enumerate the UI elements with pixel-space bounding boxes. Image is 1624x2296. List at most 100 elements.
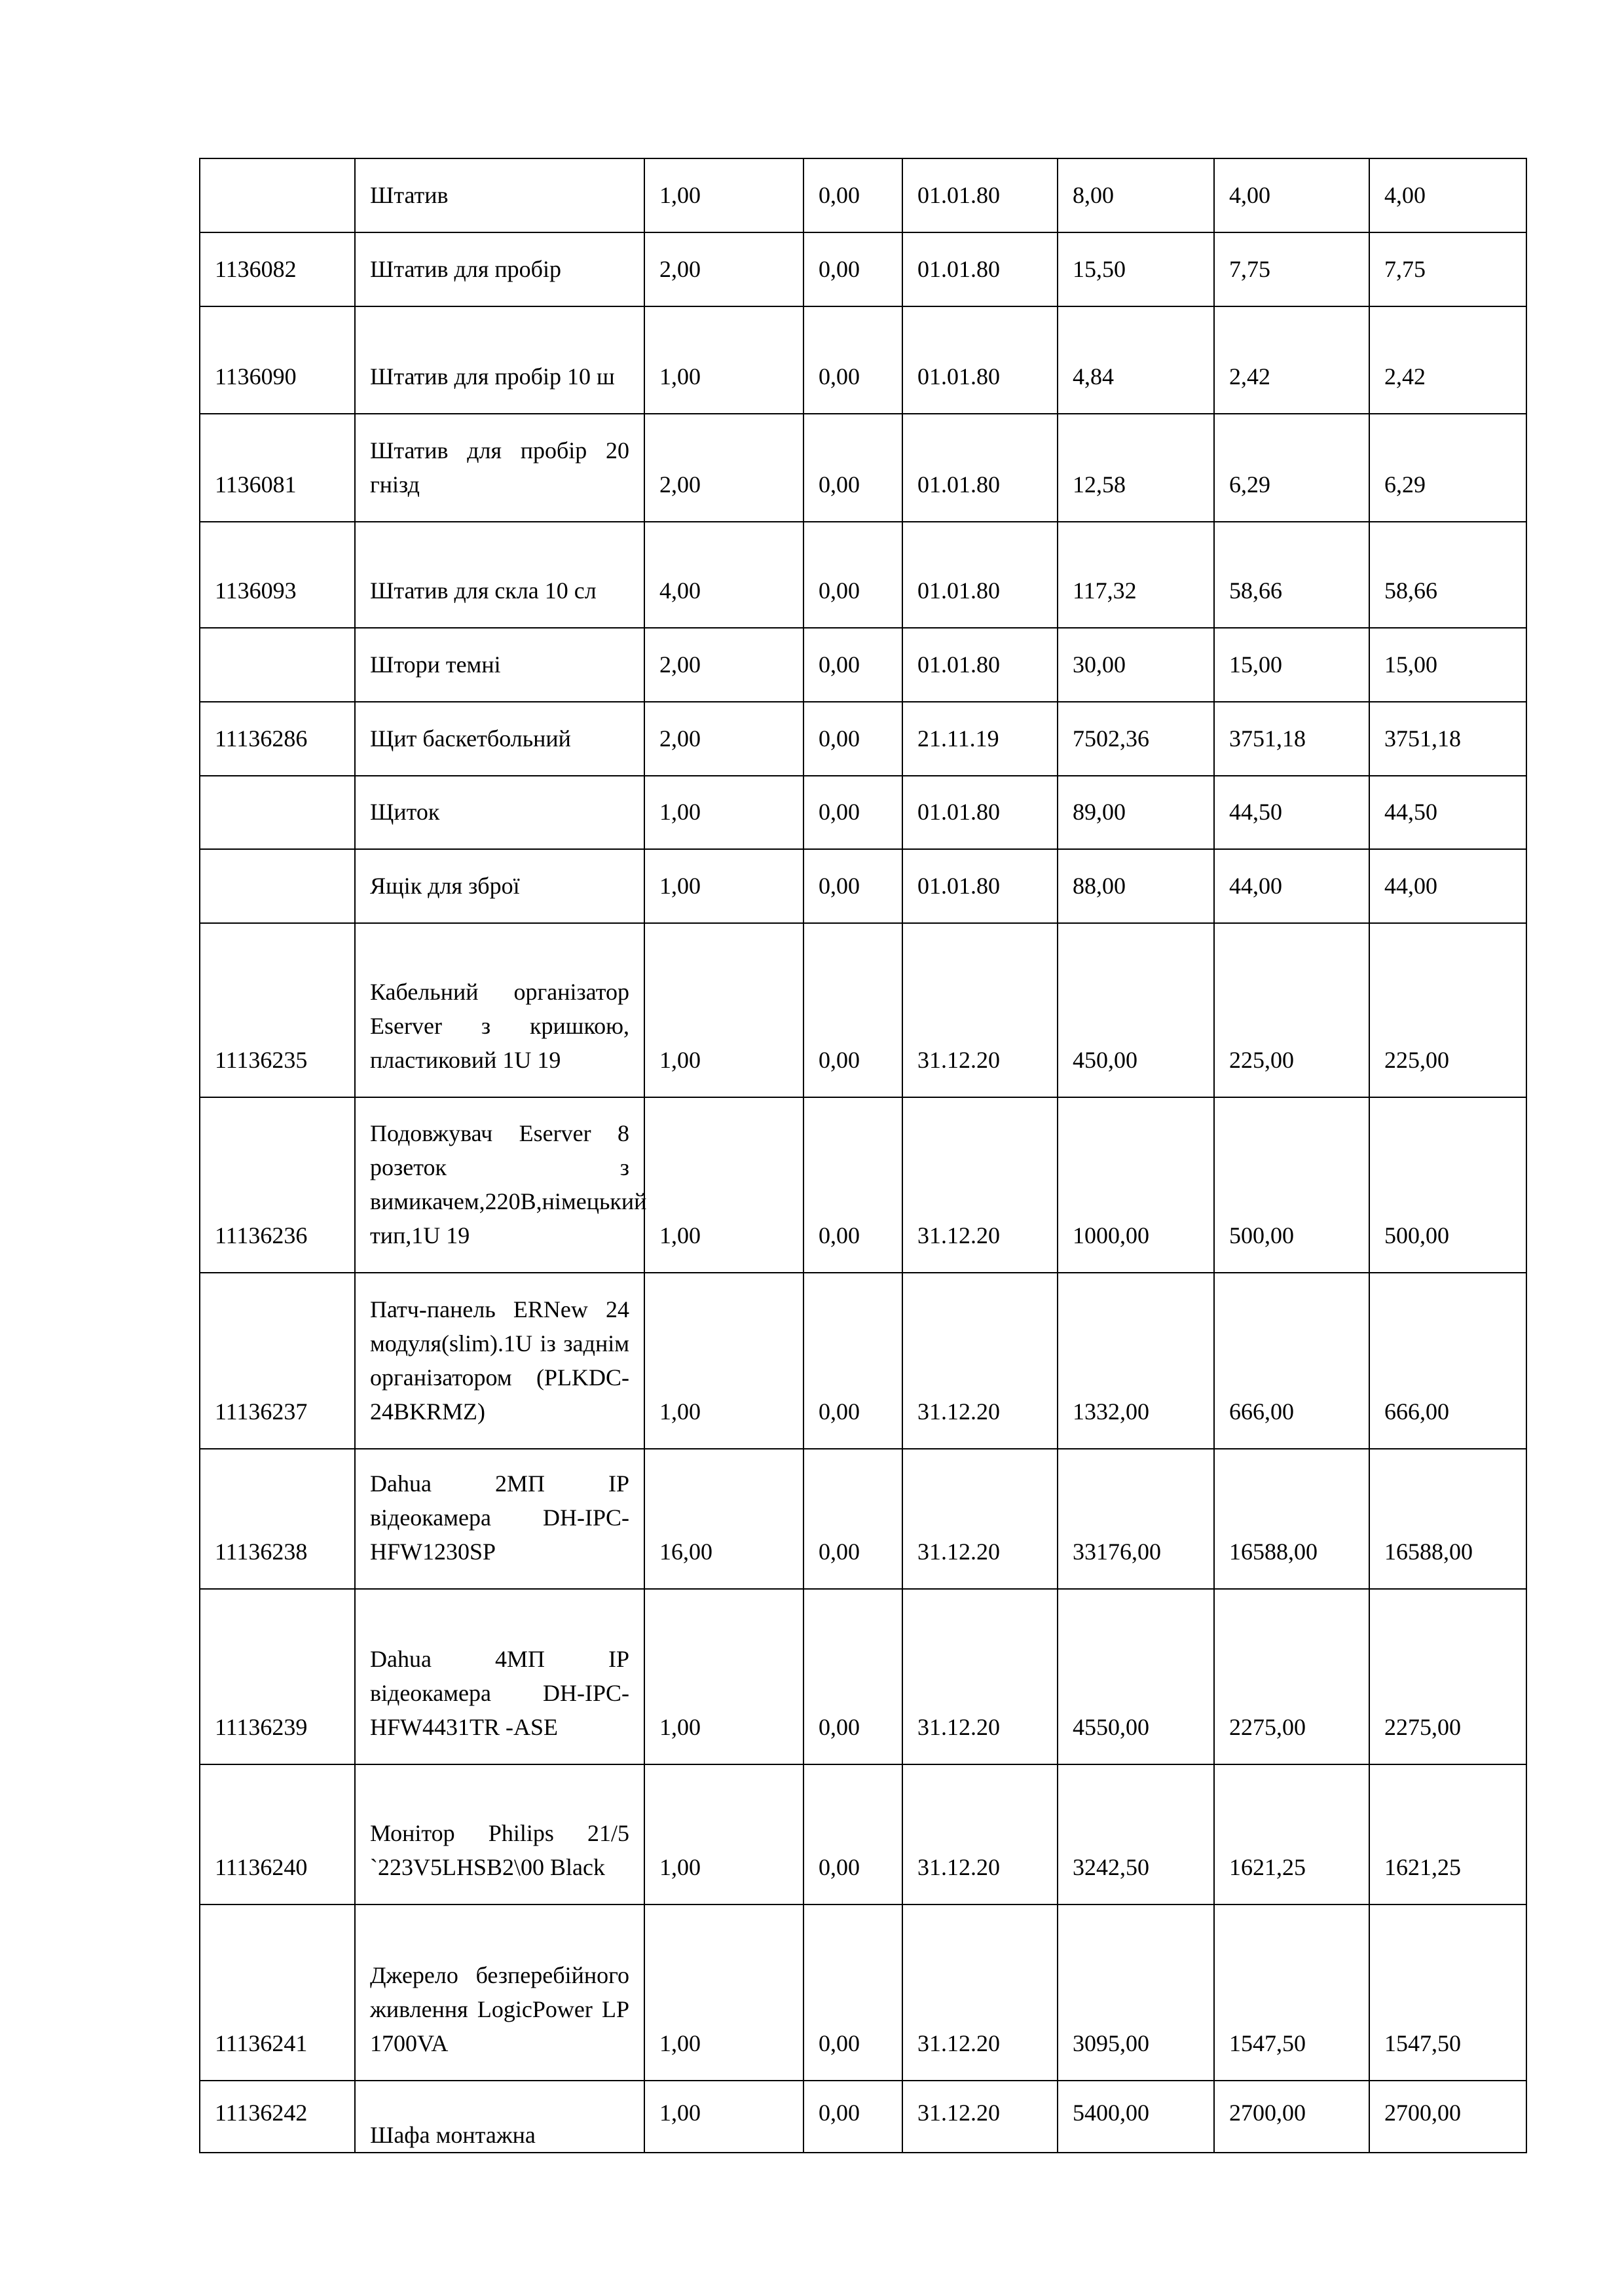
cell-quantity: 2,00 (644, 232, 804, 307)
table-row: Штори темні 2,00 0,00 01.01.80 30,00 15,00 15,… (199, 627, 1527, 702)
cell-value-b: 58,66 (1369, 521, 1527, 629)
cell-quantity: 1,00 (644, 1904, 804, 2081)
cell-value-a: 7,75 (1213, 232, 1370, 307)
cell-quantity: 1,00 (644, 158, 804, 233)
table-row: 1136093 Штатив для скла 10 сл 4,00 0,00 01.0… (199, 521, 1527, 629)
table-row: 11136239 Dahua 4МП IP відеокамера DH-IPC-… (199, 1588, 1527, 1765)
cell-quantity: 1,00 (644, 1097, 804, 1273)
cell-total-sum: 3095,00 (1057, 1904, 1215, 2081)
cell-total-sum: 8,00 (1057, 158, 1215, 233)
cell-quantity: 16,00 (644, 1448, 804, 1590)
cell-date: 31.12.20 (902, 1588, 1058, 1765)
cell-quantity: 1,00 (644, 1764, 804, 1905)
table-row: 11136237 Патч-панель ERNew 24 модуля(slim… (199, 1272, 1527, 1449)
cell-value-col: 0,00 (803, 521, 903, 629)
cell-item-code: 11136242 (199, 2080, 356, 2153)
cell-item-code (199, 775, 356, 850)
cell-value-col: 0,00 (803, 1764, 903, 1905)
cell-total-sum: 88,00 (1057, 848, 1215, 924)
cell-date: 31.12.20 (902, 1448, 1058, 1590)
cell-item-name: Патч-панель ERNew 24 модуля(slim).1U із … (354, 1272, 645, 1449)
cell-value-b: 7,75 (1369, 232, 1527, 307)
cell-value-b: 2700,00 (1369, 2080, 1527, 2153)
cell-item-name: Монітор Philips 21/5 `223V5LHSB2\00 Blac… (354, 1764, 645, 1905)
cell-value-b: 2275,00 (1369, 1588, 1527, 1765)
cell-item-name: Щит баскетбольний (354, 701, 645, 776)
table-row: 1136081 Штатив для пробір 20 гнізд 2,00 0,0… (199, 413, 1527, 522)
cell-value-col: 0,00 (803, 775, 903, 850)
cell-value-b: 6,29 (1369, 413, 1527, 522)
cell-value-b: 15,00 (1369, 627, 1527, 702)
cell-value-col: 0,00 (803, 701, 903, 776)
cell-item-code: 11136241 (199, 1904, 356, 2081)
cell-value-b: 2,42 (1369, 306, 1527, 414)
cell-value-a: 58,66 (1213, 521, 1370, 629)
cell-item-name: Штатив для пробір 20 гнізд (354, 413, 645, 522)
cell-item-name: Подовжувач Eserver 8 розеток з вимикачем… (354, 1097, 646, 1273)
cell-value-a: 2700,00 (1213, 2080, 1370, 2153)
cell-value-a: 6,29 (1213, 413, 1370, 522)
cell-quantity: 1,00 (644, 1272, 804, 1449)
cell-date: 01.01.80 (902, 232, 1058, 307)
cell-total-sum: 33176,00 (1057, 1448, 1215, 1590)
cell-total-sum: 1000,00 (1057, 1097, 1215, 1273)
table-row: 11136241 Джерело безперебійного живлення … (199, 1904, 1527, 2081)
cell-quantity: 2,00 (644, 627, 804, 702)
cell-value-a: 1621,25 (1213, 1764, 1370, 1905)
cell-value-b: 16588,00 (1369, 1448, 1527, 1590)
cell-total-sum: 1332,00 (1057, 1272, 1215, 1449)
table-row: 11136235 Кабельний організатор Eserver з … (199, 922, 1527, 1098)
cell-total-sum: 450,00 (1057, 922, 1215, 1098)
cell-total-sum: 3242,50 (1057, 1764, 1215, 1905)
cell-quantity: 1,00 (644, 775, 804, 850)
cell-value-col: 0,00 (803, 232, 903, 307)
cell-item-code: 11136286 (199, 701, 356, 776)
cell-total-sum: 7502,36 (1057, 701, 1215, 776)
cell-date: 01.01.80 (902, 306, 1058, 414)
cell-value-a: 3751,18 (1213, 701, 1370, 776)
cell-value-a: 44,50 (1213, 775, 1370, 850)
cell-item-code: 1136090 (199, 306, 356, 414)
cell-total-sum: 30,00 (1057, 627, 1215, 702)
cell-total-sum: 89,00 (1057, 775, 1215, 850)
cell-date: 01.01.80 (902, 627, 1058, 702)
cell-value-a: 2275,00 (1213, 1588, 1370, 1765)
cell-date: 01.01.80 (902, 413, 1058, 522)
cell-item-name: Штатив для пробір (354, 232, 645, 307)
cell-item-name: Штори темні (354, 627, 645, 702)
cell-item-code: 11136237 (199, 1272, 356, 1449)
cell-quantity: 4,00 (644, 521, 804, 629)
cell-item-name: Кабельний організатор Eserver з кришкою,… (354, 922, 645, 1098)
cell-date: 31.12.20 (902, 1097, 1058, 1273)
cell-item-name: Штатив для скла 10 сл (354, 521, 645, 629)
cell-item-code: 11136236 (199, 1097, 356, 1273)
cell-quantity: 1,00 (644, 848, 804, 924)
cell-value-b: 1621,25 (1369, 1764, 1527, 1905)
cell-item-name: Dahua 4МП IP відеокамера DH-IPC-HFW4431T… (354, 1588, 645, 1765)
cell-value-b: 500,00 (1369, 1097, 1527, 1273)
cell-item-code (199, 158, 356, 233)
table-row: Щиток 1,00 0,00 01.01.80 89,00 44,50 44,50 (199, 775, 1527, 850)
cell-date: 31.12.20 (902, 1904, 1058, 2081)
cell-value-b: 225,00 (1369, 922, 1527, 1098)
table-row: 11136236 Подовжувач Eserver 8 розеток з в… (199, 1097, 1527, 1273)
cell-value-b: 3751,18 (1369, 701, 1527, 776)
cell-value-col: 0,00 (803, 1097, 903, 1273)
cell-value-a: 1547,50 (1213, 1904, 1370, 2081)
cell-value-col: 0,00 (803, 1588, 903, 1765)
cell-value-col: 0,00 (803, 158, 903, 233)
table-row: 11136286 Щит баскетбольний 2,00 0,00 21.11.1… (199, 701, 1527, 776)
table-row: 1136090 Штатив для пробір 10 ш 1,00 0,00 01.… (199, 306, 1527, 414)
cell-item-code: 11136239 (199, 1588, 356, 1765)
cell-date: 01.01.80 (902, 521, 1058, 629)
cell-value-a: 15,00 (1213, 627, 1370, 702)
cell-quantity: 1,00 (644, 2080, 804, 2153)
cell-value-a: 225,00 (1213, 922, 1370, 1098)
cell-date: 31.12.20 (902, 1272, 1058, 1449)
cell-item-code (199, 848, 356, 924)
cell-value-b: 666,00 (1369, 1272, 1527, 1449)
cell-total-sum: 117,32 (1057, 521, 1215, 629)
cell-value-col: 0,00 (803, 922, 903, 1098)
cell-date: 31.12.20 (902, 2080, 1058, 2153)
inventory-table: Штатив 1,00 0,00 01.01.80 8,00 4,00 4,00 113608… (199, 158, 1527, 2153)
